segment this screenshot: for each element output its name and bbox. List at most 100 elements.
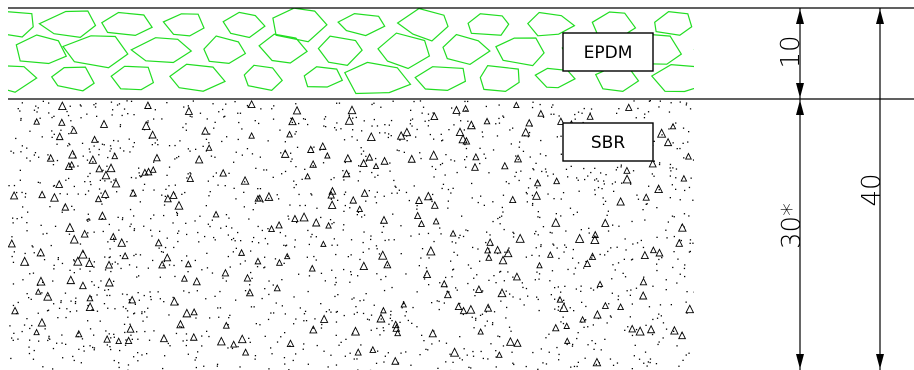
sbr-speck: [539, 216, 541, 219]
sbr-speck: [439, 227, 441, 229]
sbr-speck: [157, 144, 159, 146]
sbr-speck: [113, 139, 115, 142]
sbr-speck: [588, 227, 590, 229]
sbr-speck: [498, 104, 500, 106]
sbr-speck: [21, 191, 23, 194]
sbr-speck: [168, 264, 171, 266]
sbr-speck: [163, 301, 165, 303]
sbr-speck: [505, 290, 507, 292]
sbr-speck: [442, 139, 444, 141]
sbr-speck: [335, 311, 337, 313]
sbr-speck: [535, 162, 537, 164]
sbr-aggregate-triangle: [546, 251, 554, 258]
sbr-aggregate-triangle: [366, 131, 376, 142]
sbr-speck: [133, 356, 135, 358]
sbr-speck: [356, 139, 358, 141]
sbr-speck: [614, 269, 616, 271]
sbr-speck: [153, 189, 155, 191]
sbr-speck: [485, 311, 487, 313]
sbr-speck: [338, 102, 341, 104]
sbr-speck: [627, 326, 629, 328]
dimension-arrow-down: [876, 354, 884, 369]
sbr-speck: [616, 112, 618, 114]
sbr-speck: [225, 280, 227, 282]
sbr-speck: [272, 118, 275, 120]
sbr-speck: [531, 254, 533, 256]
sbr-speck: [61, 334, 63, 336]
sbr-speck: [273, 312, 275, 314]
sbr-speck: [48, 158, 51, 160]
sbr-speck: [261, 229, 263, 232]
sbr-speck: [19, 110, 21, 112]
sbr-speck: [234, 101, 236, 103]
sbr-speck: [653, 160, 655, 162]
sbr-aggregate-triangle: [493, 245, 502, 254]
sbr-speck: [471, 197, 473, 199]
sbr-speck: [281, 173, 283, 175]
sbr-speck: [557, 286, 559, 288]
sbr-speck: [553, 113, 555, 115]
sbr-speck: [126, 100, 128, 102]
sbr-speck: [467, 264, 470, 266]
sbr-speck: [525, 256, 527, 258]
sbr-speck: [540, 348, 542, 350]
sbr-speck: [344, 355, 346, 357]
sbr-speck: [512, 236, 515, 238]
sbr-speck: [580, 290, 582, 292]
sbr-speck: [293, 186, 295, 189]
sbr-speck: [672, 167, 674, 169]
sbr-speck: [495, 282, 497, 284]
sbr-speck: [459, 234, 461, 236]
sbr-speck: [474, 295, 476, 297]
sbr-speck: [380, 106, 382, 108]
sbr-speck: [33, 349, 35, 352]
sbr-speck: [48, 335, 50, 337]
sbr-aggregate-triangle: [380, 306, 387, 314]
sbr-aggregate-triangle: [309, 325, 318, 334]
sbr-speck: [373, 304, 375, 306]
sbr-aggregate-triangle: [19, 256, 30, 266]
sbr-speck: [296, 221, 298, 224]
sbr-speck: [224, 185, 226, 187]
sbr-speck: [392, 213, 394, 215]
sbr-speck: [467, 282, 469, 285]
sbr-speck: [156, 139, 158, 141]
sbr-aggregate-triangle: [99, 119, 109, 128]
sbr-speck: [644, 113, 646, 115]
sbr-speck: [547, 175, 549, 177]
sbr-speck: [592, 289, 595, 291]
sbr-speck: [683, 267, 686, 270]
sbr-speck: [86, 159, 89, 161]
sbr-speck: [368, 190, 370, 192]
sbr-aggregate-triangle: [378, 250, 388, 260]
sbr-speck: [139, 201, 141, 203]
sbr-speck: [396, 149, 398, 151]
sbr-speck: [486, 320, 488, 322]
sbr-speck: [662, 322, 665, 324]
sbr-aggregate-triangle: [73, 256, 83, 266]
sbr-speck: [201, 345, 203, 347]
sbr-speck: [140, 175, 143, 177]
sbr-speck: [565, 246, 567, 248]
sbr-speck: [26, 318, 28, 320]
sbr-speck: [147, 122, 149, 124]
sbr-speck: [535, 247, 537, 249]
sbr-speck: [311, 233, 313, 236]
sbr-speck: [295, 131, 297, 133]
sbr-speck: [489, 234, 491, 236]
sbr-speck: [207, 180, 209, 182]
sbr-speck: [187, 173, 189, 175]
sbr-speck: [344, 191, 347, 193]
sbr-speck: [485, 157, 487, 159]
sbr-speck: [335, 129, 337, 131]
sbr-aggregate-triangle: [462, 136, 471, 145]
sbr-speck: [633, 355, 635, 357]
sbr-speck: [500, 270, 502, 273]
sbr-aggregate-triangle: [402, 127, 412, 137]
sbr-speck: [93, 261, 95, 263]
sbr-speck: [91, 281, 93, 283]
sbr-speck: [606, 322, 608, 324]
sbr-speck: [172, 222, 174, 224]
sbr-speck: [449, 353, 451, 355]
sbr-speck: [445, 342, 448, 344]
